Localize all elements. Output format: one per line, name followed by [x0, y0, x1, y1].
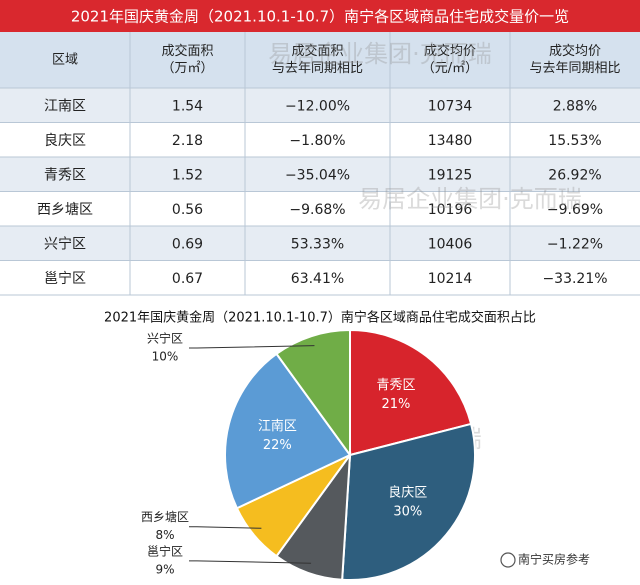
header-cell: （元/㎡）	[422, 61, 478, 76]
row-bg	[0, 191, 640, 226]
header-cell: 成交均价	[424, 43, 476, 59]
watermark: 易居企业集团·克而瑞	[358, 185, 582, 213]
slice-value: 9%	[155, 562, 174, 576]
banner-title: 2021年国庆黄金周（2021.10.1-10.7）南宁各区域商品住宅成交量价一…	[71, 8, 569, 26]
slice-label: 邕宁区	[147, 543, 183, 558]
slice-value: 21%	[382, 397, 411, 412]
cell: −33.21%	[542, 271, 607, 287]
slice-value: 10%	[152, 350, 179, 364]
cell: −12.00%	[285, 98, 350, 114]
cell: −9.69%	[547, 202, 603, 218]
cell: 1.54	[172, 98, 203, 114]
cell: −1.80%	[289, 133, 345, 149]
cell: 19125	[428, 167, 473, 183]
cell: 63.41%	[291, 271, 344, 287]
cell: −35.04%	[285, 167, 350, 183]
cell: −1.22%	[547, 236, 603, 252]
slice-label: 江南区	[258, 418, 297, 434]
slice-label: 兴宁区	[147, 331, 183, 346]
cell: 1.52	[172, 167, 203, 183]
slice-label: 西乡塘区	[141, 509, 189, 524]
slice-value: 22%	[263, 438, 292, 453]
row-bg	[0, 157, 640, 192]
cell: 13480	[428, 133, 473, 149]
slice-label: 良庆区	[388, 484, 427, 500]
cell: 53.33%	[291, 236, 344, 252]
slice-value: 8%	[155, 528, 174, 542]
cell: 0.67	[172, 271, 203, 287]
header-cell: 区域	[52, 53, 78, 68]
wechat-icon	[500, 552, 516, 568]
footer: 南宁买房参考	[518, 552, 590, 567]
leader-line	[189, 345, 315, 349]
watermark: 易居企业集团·克而瑞	[268, 40, 492, 68]
chart-title: 2021年国庆黄金周（2021.10.1-10.7）南宁各区域商品住宅成交面积占…	[104, 310, 536, 326]
header-cell: 与去年同期相比	[272, 61, 363, 76]
cell: 10214	[428, 271, 473, 287]
leader-line	[189, 560, 312, 564]
header-cell: 与去年同期相比	[529, 61, 620, 76]
cell: 邕宁区	[44, 270, 86, 287]
cell: 10734	[428, 98, 473, 114]
cell: 10406	[428, 236, 473, 252]
row-bg	[0, 88, 640, 123]
header-cell: 成交均价	[549, 43, 601, 59]
pie-slice	[341, 422, 476, 581]
banner-bg	[0, 0, 640, 32]
row-bg	[0, 260, 640, 295]
row-bg	[0, 226, 640, 261]
pie-slice	[349, 328, 473, 457]
slice-value: 30%	[393, 504, 422, 519]
cell: 兴宁区	[44, 235, 86, 252]
header-bg	[0, 32, 640, 88]
header-cell: 成交面积	[291, 43, 343, 59]
header-cell: 成交面积	[161, 43, 213, 59]
header-cell: （万㎡）	[161, 61, 213, 76]
row-bg	[0, 122, 640, 157]
cell: 0.69	[172, 236, 203, 252]
cell: 2.88%	[553, 98, 597, 114]
cell: 江南区	[44, 98, 86, 114]
cell: 26.92%	[548, 167, 601, 183]
cell: 10196	[428, 202, 473, 218]
cell: −9.68%	[289, 202, 345, 218]
leader-line	[189, 526, 262, 529]
pie-slice	[224, 352, 352, 510]
pie-slice	[275, 328, 351, 459]
cell: 青秀区	[44, 167, 86, 183]
cell: 2.18	[172, 133, 203, 149]
slice-label: 青秀区	[376, 378, 415, 393]
cell: 良庆区	[44, 133, 86, 149]
cell: 15.53%	[548, 133, 601, 149]
cell: 西乡塘区	[37, 202, 93, 218]
cell: 0.56	[172, 202, 203, 218]
